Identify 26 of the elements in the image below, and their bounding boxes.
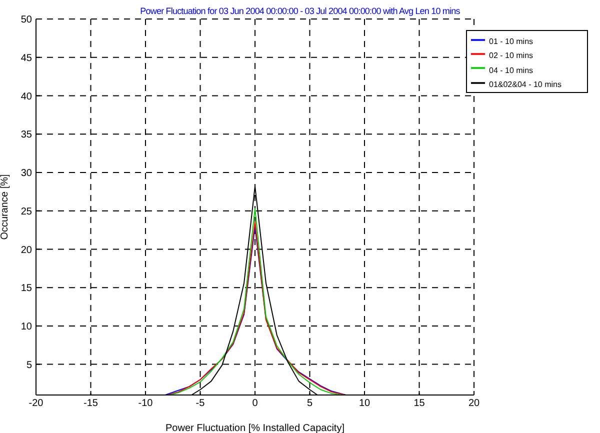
legend-label: 04 - 10 mins: [489, 66, 534, 75]
y-tick-label: 30: [20, 168, 32, 180]
y-tick-label: 20: [20, 244, 32, 256]
y-tick-label: 15: [20, 283, 32, 294]
chart-title: Power Fluctuation for 03 Jun 2004 00:00:00 - 03 Jul 2004 00:00:00 with Avg Len 10 mins: [139, 6, 461, 16]
x-tick-label: 20: [468, 398, 480, 410]
x-tick-label: -10: [138, 398, 154, 410]
y-tick-label: 25: [20, 206, 32, 218]
y-tick-label: 5: [26, 360, 32, 371]
x-tick-label: 0: [252, 398, 258, 410]
x-tick-label: -20: [28, 398, 44, 410]
legend-label: 02 - 10 mins: [489, 51, 534, 60]
x-tick-label: 5: [306, 398, 313, 410]
legend-label: 01&02&04 - 10 mins: [489, 80, 562, 89]
x-tick-label: -5: [196, 398, 206, 410]
y-tick-label: 40: [20, 91, 32, 102]
y-axis-title: Occurance [%]: [0, 174, 11, 240]
x-tick-label: -15: [84, 398, 98, 410]
y-tick-label: 45: [20, 52, 32, 64]
x-axis-title: Power Fluctuation [% Installed Capacity]: [166, 423, 345, 433]
legend-label: 01 - 10 mins: [489, 37, 534, 46]
x-tick-label: 15: [414, 398, 426, 410]
y-tick-label: 50: [20, 14, 32, 26]
y-tick-label: 35: [20, 130, 32, 141]
x-tick-label: 10: [358, 398, 370, 410]
y-tick-label: 10: [20, 321, 32, 332]
